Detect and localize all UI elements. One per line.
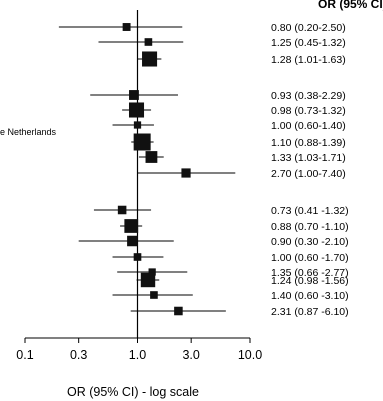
estimate-label: 1.10 (0.88-1.39) [271,137,346,149]
x-tick-label: 3.0 [182,348,199,362]
estimate-label: 0.90 (0.30 -2.10) [271,236,349,248]
point-estimate [181,168,191,178]
point-estimate [124,219,139,233]
x-tick-label: 0.1 [16,348,33,362]
point-estimate [148,268,156,276]
point-estimate [128,102,145,118]
estimate-label: 1.00 (0.60 -1.70) [271,252,349,264]
estimate-label: 1.35 (0.66 -2.77) [271,267,349,279]
x-axis-label: OR (95% CI) - log scale [67,385,199,399]
point-estimate [144,38,153,46]
estimate-label: 0.98 (0.73-1.32) [271,105,346,117]
point-estimate [140,272,156,288]
x-tick-label: 0.3 [70,348,87,362]
x-tick-label: 1.0 [129,348,146,362]
x-tick-label: 10.0 [238,348,262,362]
estimate-label: 1.25 (0.45-1.32) [271,37,346,49]
estimate-label: 2.70 (1.00-7.40) [271,168,346,180]
point-estimate [117,205,127,215]
estimate-label: 1.28 (1.01-1.63) [271,54,346,66]
estimate-label: 1.40 (0.60 -3.10) [271,290,349,302]
point-estimate [129,90,139,100]
estimate-label: 2.31 (0.87 -6.10) [271,306,349,318]
point-estimate [142,51,158,67]
point-estimate [133,121,142,129]
annotation-label: e Netherlands [0,127,57,137]
point-estimate [174,306,183,316]
plot-marks: 0.80 (0.20-2.50) 1.25 (0.45-1.32) 1.28 (1.… [16,10,349,362]
estimate-label: 1.00 (0.60-1.40) [271,120,346,132]
estimate-label: 1.33 (1.03-1.71) [271,152,346,164]
point-estimate [127,235,138,247]
estimate-label: 0.88 (0.70 -1.10) [271,221,349,233]
estimate-label: 0.80 (0.20-2.50) [271,22,346,34]
estimate-label: 1.24 (0.98 -1.56) [271,275,349,287]
point-estimate [133,133,151,151]
point-estimate [145,151,158,163]
point-estimate [150,291,158,299]
estimate-label: 0.73 (0.41 -1.32) [271,205,349,217]
point-estimate [133,253,142,261]
column-header: OR (95% CI) [318,0,383,11]
point-estimate [122,23,131,31]
estimate-label: 0.93 (0.38-2.29) [271,90,346,102]
